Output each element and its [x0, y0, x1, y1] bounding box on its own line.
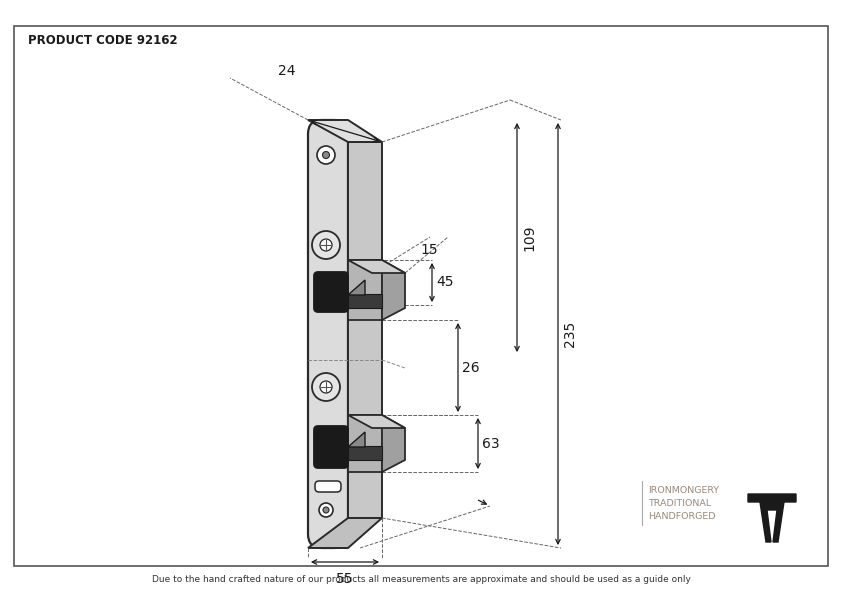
Text: HANDFORGED: HANDFORGED	[648, 512, 716, 521]
Circle shape	[320, 381, 332, 393]
Polygon shape	[348, 415, 382, 472]
Polygon shape	[308, 120, 382, 142]
Text: 26: 26	[462, 361, 480, 374]
Polygon shape	[382, 260, 405, 320]
Bar	[348, 294, 382, 308]
Polygon shape	[382, 415, 405, 472]
Text: 235: 235	[563, 321, 577, 347]
Polygon shape	[748, 494, 796, 542]
Text: 109: 109	[522, 224, 536, 251]
Circle shape	[323, 507, 329, 513]
Text: 55: 55	[336, 572, 354, 586]
Bar	[348, 142, 382, 518]
Text: TRADITIONAL: TRADITIONAL	[648, 499, 711, 508]
Text: 24: 24	[278, 64, 296, 78]
Circle shape	[322, 151, 329, 159]
Circle shape	[312, 231, 340, 259]
Text: 45: 45	[436, 275, 454, 290]
Polygon shape	[348, 260, 382, 320]
FancyBboxPatch shape	[315, 481, 341, 492]
Circle shape	[312, 373, 340, 401]
Circle shape	[317, 146, 335, 164]
FancyBboxPatch shape	[308, 120, 348, 548]
Polygon shape	[348, 260, 405, 273]
Polygon shape	[308, 518, 382, 548]
FancyBboxPatch shape	[314, 272, 348, 312]
Polygon shape	[348, 280, 365, 295]
Text: 15: 15	[420, 243, 438, 257]
Bar	[348, 446, 382, 460]
Text: Due to the hand crafted nature of our products all measurements are approximate : Due to the hand crafted nature of our pr…	[152, 576, 690, 585]
Polygon shape	[348, 432, 365, 447]
FancyBboxPatch shape	[314, 426, 348, 468]
Text: PRODUCT CODE 92162: PRODUCT CODE 92162	[28, 35, 178, 48]
Text: IRONMONGERY: IRONMONGERY	[648, 486, 719, 495]
Text: 63: 63	[482, 436, 499, 451]
Circle shape	[320, 239, 332, 251]
Circle shape	[319, 503, 333, 517]
Polygon shape	[348, 415, 405, 428]
